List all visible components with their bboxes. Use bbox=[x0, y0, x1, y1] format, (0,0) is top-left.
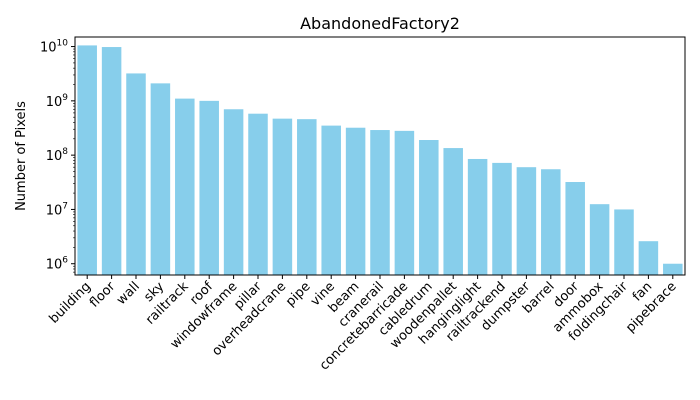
bar-door bbox=[565, 182, 585, 275]
x-ticks-group: buildingfloorwallskyrailtrackroofwindowf… bbox=[47, 275, 680, 373]
x-tick-label: floor bbox=[87, 279, 119, 311]
plot-frame bbox=[74, 36, 686, 276]
bar-floor bbox=[101, 47, 122, 275]
bar-pillar bbox=[248, 113, 268, 275]
bar-dumpster bbox=[516, 167, 537, 275]
y-tick-label: 1010 bbox=[40, 39, 68, 56]
y-axis-label: Number of Pixels bbox=[14, 101, 29, 211]
bar-windowframe bbox=[223, 109, 244, 275]
x-tick-label: wall bbox=[114, 279, 143, 308]
y-tick-label: 107 bbox=[46, 201, 68, 218]
bar-pipebrace bbox=[663, 263, 683, 275]
bar-beam bbox=[345, 127, 366, 275]
bars-group bbox=[77, 45, 683, 276]
y-tick-label: 109 bbox=[46, 93, 69, 110]
bar-building bbox=[77, 45, 97, 275]
bar-foldingchair bbox=[614, 209, 634, 275]
bar-concretebarricade bbox=[394, 130, 415, 275]
bar-railtrack bbox=[175, 98, 195, 275]
y-ticks-group: 106 107 108 109 1010 bbox=[40, 39, 75, 273]
bar-overheadcrane bbox=[272, 118, 293, 276]
bar-vine bbox=[321, 125, 341, 275]
bar-sky bbox=[150, 83, 171, 275]
bar-woodenpallet bbox=[443, 148, 463, 275]
chart-title: AbandonedFactory2 bbox=[300, 14, 460, 33]
y-tick-label: 108 bbox=[46, 147, 69, 164]
bar-wall bbox=[126, 73, 146, 276]
bar-cranerail bbox=[370, 130, 390, 275]
bar-railtrackend bbox=[492, 162, 512, 275]
bar-ammobox bbox=[589, 204, 610, 275]
bar-barrel bbox=[541, 169, 561, 275]
y-tick-label: 106 bbox=[46, 256, 69, 273]
bar-roof bbox=[199, 100, 219, 275]
x-tick-label: building bbox=[47, 279, 94, 326]
bar-pipe bbox=[297, 119, 317, 275]
x-tick-label: pipe bbox=[283, 279, 313, 309]
bar-cabledrum bbox=[419, 140, 439, 275]
bar-fan bbox=[638, 241, 659, 275]
bar-hanginglight bbox=[467, 158, 488, 275]
